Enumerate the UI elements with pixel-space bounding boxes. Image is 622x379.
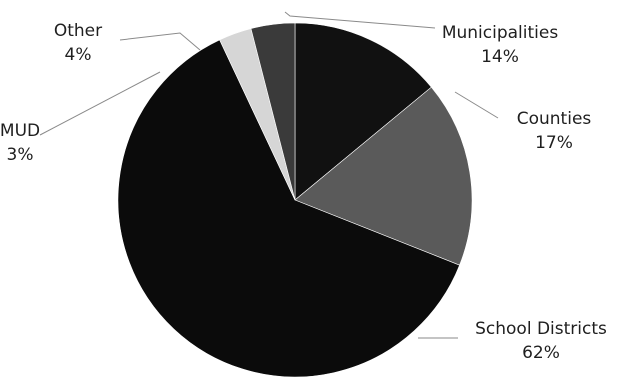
slice-value-label: 4% [65,45,92,65]
slice-label: Other [54,21,102,41]
pie-slice-school-districts [117,39,460,378]
slice-label: MUD [0,121,40,141]
leader-lines [39,11,499,339]
pie-slice-other [250,22,296,201]
leader-line-municipalities [284,11,436,29]
slice-labels: Municipalities 14% Counties 17% School Distr… [0,21,607,363]
slice-value-label: 62% [522,343,560,363]
slice-label: School Districts [475,319,607,339]
pie-slice-counties [294,86,473,266]
slice-value-label: 3% [7,145,34,165]
pie-slice-municipalities [294,22,432,201]
slice-label: Municipalities [442,23,559,43]
leader-line-counties [454,91,499,119]
slice-value-label: 17% [535,133,573,153]
slice-label: Counties [517,109,592,129]
slice-value-label: 14% [481,47,519,67]
leader-line-other [119,32,201,51]
pie-slices [117,22,473,378]
leader-line-mud [39,71,161,136]
